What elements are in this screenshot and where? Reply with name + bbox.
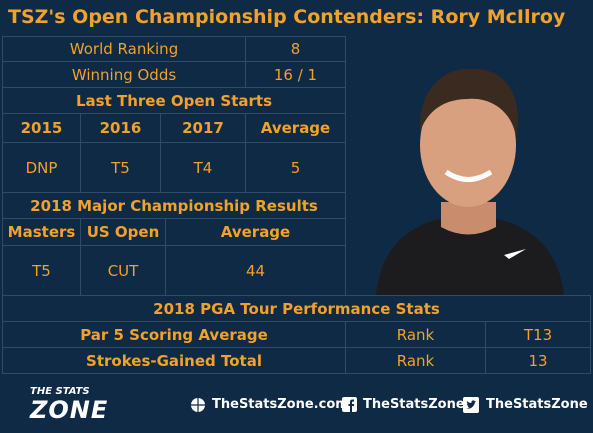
value-cell: Rank — [345, 321, 486, 348]
value-cell: CUT — [80, 245, 166, 296]
section-header: 2018 PGA Tour Performance Stats — [2, 295, 591, 322]
logo-bottom: ZONE — [30, 396, 109, 424]
column-header: 2017 — [160, 113, 246, 143]
twitter-handle: TheStatsZone — [486, 397, 588, 412]
value-cell: DNP — [2, 142, 81, 193]
twitter-icon — [463, 397, 479, 413]
column-header: 2016 — [80, 113, 161, 143]
value-cell: T5 — [2, 245, 81, 296]
label-cell: World Ranking — [2, 36, 246, 62]
player-photo — [346, 37, 591, 295]
value-cell: 5 — [245, 142, 346, 193]
column-header: 2015 — [2, 113, 81, 143]
column-header: Average — [165, 218, 346, 246]
value-cell: T13 — [485, 321, 591, 348]
column-header: Masters — [2, 218, 81, 246]
column-header: US Open — [80, 218, 166, 246]
label-cell: Par 5 Scoring Average — [2, 321, 346, 348]
value-cell: T5 — [80, 142, 161, 193]
value-cell: 8 — [245, 36, 346, 62]
section-header: Last Three Open Starts — [2, 87, 346, 114]
facebook-handle: TheStatsZone — [363, 397, 465, 412]
value-cell: 13 — [485, 347, 591, 374]
logo-top: THE STATS — [30, 386, 90, 397]
value-cell: 16 / 1 — [245, 61, 346, 88]
value-cell: T4 — [160, 142, 246, 193]
value-cell: 44 — [165, 245, 346, 296]
value-cell: Rank — [345, 347, 486, 374]
column-header: Average — [245, 113, 346, 143]
website: TheStatsZone.com — [212, 397, 349, 412]
globe-icon — [191, 398, 205, 412]
section-header: 2018 Major Championship Results — [2, 192, 346, 219]
label-cell: Winning Odds — [2, 61, 246, 88]
title: TSZ's Open Championship Contenders: Rory… — [8, 6, 566, 28]
label-cell: Strokes-Gained Total — [2, 347, 346, 374]
facebook-icon — [342, 397, 357, 412]
